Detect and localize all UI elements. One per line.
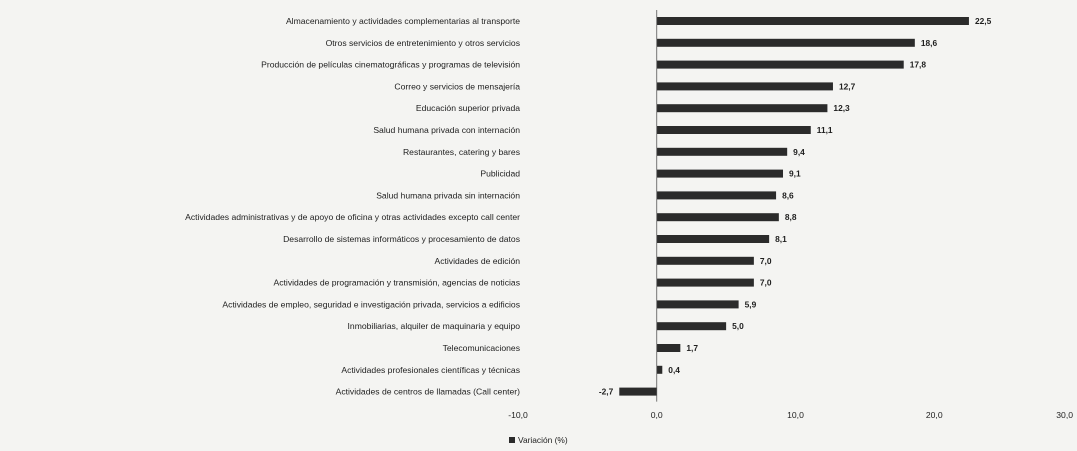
value-label: 7,0 (760, 256, 772, 266)
x-axis-ticks: -10,0 0,0 10,0 20,0 30,0 (508, 410, 1073, 420)
category-label: Actividades administrativas y de apoyo d… (185, 212, 520, 222)
value-label: 22,5 (975, 16, 992, 26)
value-label: 1,7 (686, 343, 698, 353)
legend-label: Variación (%) (518, 435, 568, 445)
category-label: Telecomunicaciones (443, 343, 520, 353)
x-tick-label: 20,0 (926, 410, 943, 420)
category-label: Producción de películas cinematográficas… (261, 60, 520, 70)
bar (656, 213, 779, 222)
category-label: Restaurantes, catering y bares (403, 147, 520, 157)
value-label: 8,1 (775, 234, 787, 244)
bar (656, 365, 663, 374)
category-label: Almacenamiento y actividades complementa… (286, 16, 520, 26)
bar (656, 38, 915, 47)
category-label: Salud humana privada sin internación (376, 190, 520, 200)
value-label: 18,6 (921, 38, 938, 48)
bar (656, 17, 969, 25)
category-label: Actividades de edición (434, 256, 520, 266)
category-label: Publicidad (480, 169, 520, 179)
value-label: 11,1 (817, 125, 833, 135)
value-label: 0,4 (668, 365, 680, 375)
category-label: Inmobiliarias, alquiler de maquinaria y … (348, 321, 521, 331)
bar (656, 104, 828, 113)
value-label: 7,0 (760, 278, 772, 288)
value-label: 12,7 (839, 81, 856, 91)
value-label: 9,4 (793, 147, 805, 157)
category-label: Salud humana privada con internación (373, 125, 520, 135)
category-labels: Almacenamiento y actividades complementa… (185, 16, 520, 397)
category-label: Correo y servicios de mensajería (394, 81, 520, 91)
category-label: Actividades profesionales científicas y … (341, 365, 520, 375)
value-label: 5,0 (732, 321, 744, 331)
bar (656, 191, 777, 200)
value-label: 17,8 (910, 60, 927, 70)
bar (656, 256, 754, 265)
bar (656, 278, 754, 287)
x-tick-label: -10,0 (508, 410, 528, 420)
value-label: 12,3 (833, 103, 850, 113)
x-tick-label: 0,0 (651, 410, 663, 420)
legend: Variación (%) (509, 435, 568, 445)
category-label: Educación superior privada (416, 103, 520, 113)
x-tick-label: 30,0 (1056, 410, 1073, 420)
category-label: Otros servicios de entretenimiento y otr… (326, 38, 520, 48)
legend-swatch (509, 437, 515, 443)
category-label: Desarrollo de sistemas informáticos y pr… (283, 234, 520, 244)
bar (656, 60, 904, 69)
bar (656, 147, 788, 156)
bar (656, 322, 727, 331)
bars (619, 17, 969, 396)
bar (656, 344, 681, 352)
category-label: Actividades de centros de llamadas (Call… (336, 387, 521, 397)
bar (656, 169, 784, 178)
bar (656, 126, 811, 134)
x-tick-label: 10,0 (787, 410, 804, 420)
category-label: Actividades de empleo, seguridad e inves… (222, 299, 520, 309)
value-label: -2,7 (599, 387, 614, 397)
value-label: 5,9 (745, 299, 757, 309)
bar (656, 300, 739, 309)
value-label: 8,8 (785, 212, 797, 222)
value-label: 8,6 (782, 190, 794, 200)
value-label: 9,1 (789, 169, 801, 179)
bar (656, 235, 770, 243)
category-label: Actividades de programación y transmisió… (274, 278, 520, 288)
value-labels: 22,5 18,6 17,8 12,7 12,3 11,1 9,4 9,1 8,6 8,8 8,1 7… (599, 16, 992, 397)
bar (619, 387, 657, 396)
bar (656, 82, 833, 91)
